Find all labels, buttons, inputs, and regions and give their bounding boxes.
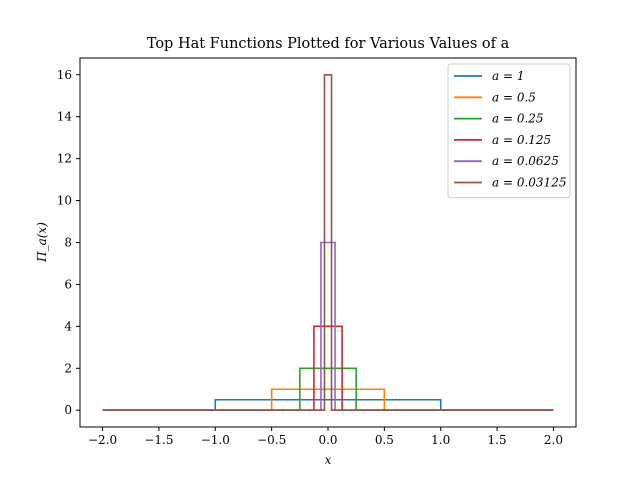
y-tick-label: 8 bbox=[64, 236, 72, 250]
y-tick-label: 16 bbox=[57, 68, 72, 82]
legend-label-5: a = 0.03125 bbox=[492, 176, 566, 190]
x-tick-label: −1.5 bbox=[144, 433, 173, 447]
x-axis-label: x bbox=[325, 453, 332, 467]
y-tick-label: 12 bbox=[57, 152, 72, 166]
y-tick-label: 4 bbox=[64, 319, 72, 333]
x-tick-label: 0.5 bbox=[375, 433, 394, 447]
y-tick-label: 10 bbox=[57, 194, 72, 208]
y-tick-label: 0 bbox=[64, 403, 72, 417]
y-axis: 0 2 4 6 8 10 12 14 16 bbox=[57, 68, 80, 417]
legend-label-0: a = 1 bbox=[492, 69, 524, 83]
legend-label-1: a = 0.5 bbox=[492, 90, 536, 104]
x-tick-label: −2.0 bbox=[88, 433, 117, 447]
legend-label-3: a = 0.125 bbox=[492, 133, 551, 147]
x-tick-label: 0.0 bbox=[318, 433, 337, 447]
series-layer bbox=[102, 73, 554, 412]
legend: a = 1 a = 0.5 a = 0.25 a = 0.125 a = 0.0625 a… bbox=[447, 63, 571, 199]
legend-label-2: a = 0.25 bbox=[492, 112, 544, 126]
y-tick-label: 6 bbox=[64, 277, 72, 291]
legend-label-4: a = 0.0625 bbox=[492, 154, 559, 168]
x-tick-label: −0.5 bbox=[257, 433, 286, 447]
x-axis: −2.0 −1.5 −1.0 −0.5 0.0 0.5 1.0 1.5 2.0 bbox=[88, 427, 563, 447]
y-tick-label: 2 bbox=[64, 361, 72, 375]
x-tick-label: 1.5 bbox=[488, 433, 507, 447]
x-tick-label: 2.0 bbox=[544, 433, 563, 447]
chart-title: Top Hat Functions Plotted for Various Va… bbox=[147, 36, 510, 52]
y-tick-label: 14 bbox=[57, 110, 73, 124]
x-tick-label: 1.0 bbox=[431, 433, 450, 447]
x-tick-label: −1.0 bbox=[201, 433, 230, 447]
series-line-5 bbox=[102, 73, 554, 412]
y-axis-label: Π_a(x) bbox=[35, 222, 49, 263]
